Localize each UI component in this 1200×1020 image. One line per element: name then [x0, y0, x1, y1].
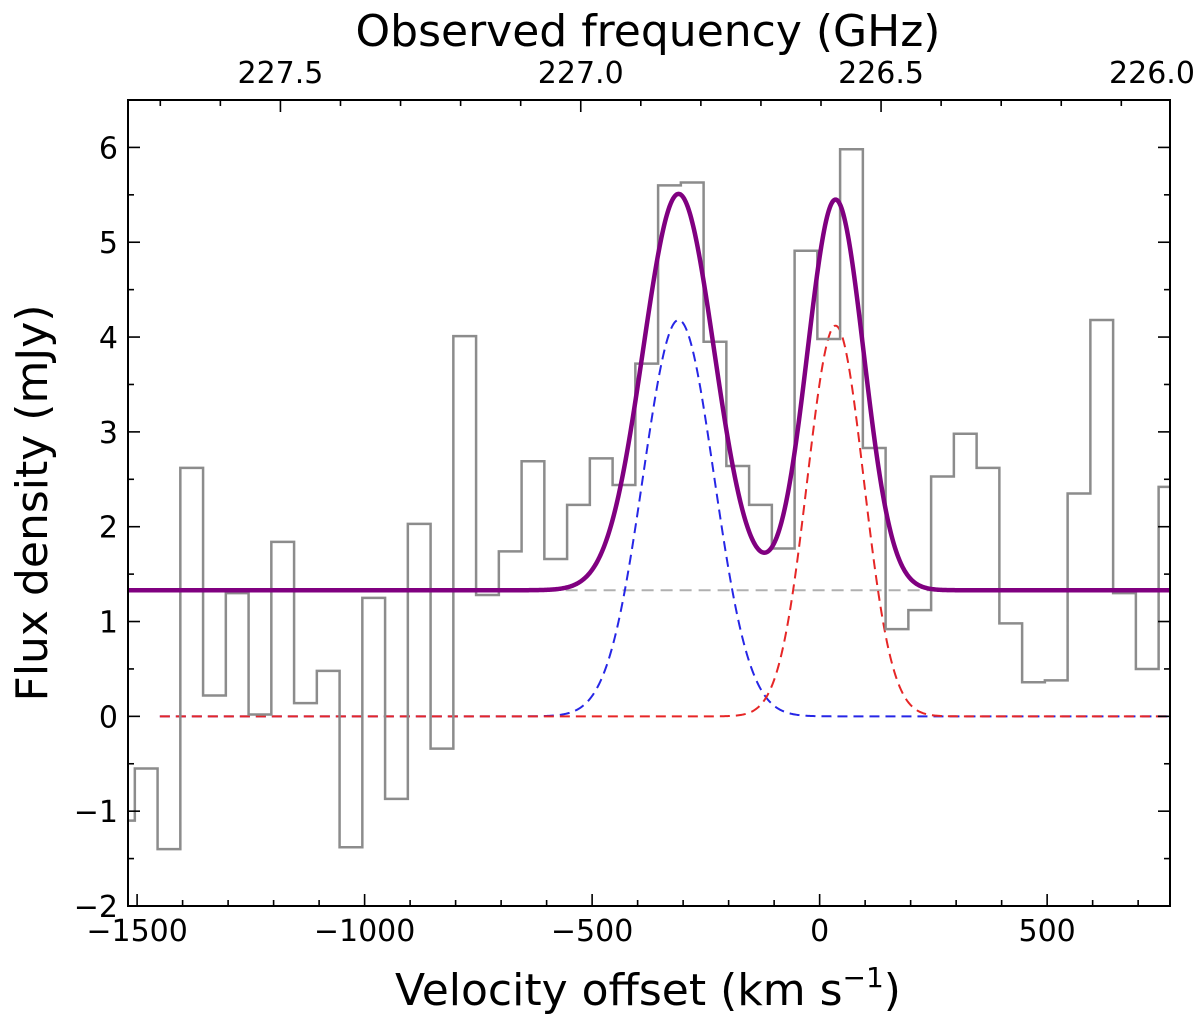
- x-axis-title-main: Velocity offset (km s: [395, 965, 842, 1016]
- tick-labels: −1500 −1000 −500 0 500 227.5 227.0 226.5 226.0 −2…: [74, 56, 1195, 949]
- y-tick-label: −1: [74, 795, 118, 830]
- top-tick-label: 227.0: [538, 56, 624, 91]
- y-tick-label: 6: [99, 131, 118, 166]
- x-tick-label: −500: [551, 914, 633, 949]
- top-axis-title: Observed frequency (GHz): [356, 6, 941, 57]
- x-axis-title-sup: −1: [843, 961, 884, 994]
- axis-ticks: [128, 99, 1170, 907]
- x-axis-title: Velocity offset (km s−1): [395, 961, 901, 1016]
- red-gaussian-component: [159, 324, 1170, 718]
- y-tick-label: 1: [99, 606, 118, 641]
- y-axis-title: Flux density (mJy): [7, 305, 58, 702]
- total-model-fit: [128, 191, 1170, 593]
- blue-gaussian-component: [159, 318, 1170, 718]
- x-tick-label: −1000: [314, 914, 415, 949]
- x-axis-title-close: ): [884, 965, 901, 1016]
- y-tick-label: −2: [74, 890, 118, 925]
- x-tick-label: 0: [810, 914, 829, 949]
- top-tick-label: 226.5: [838, 56, 924, 91]
- y-tick-label: 2: [99, 511, 118, 546]
- top-tick-label: 226.0: [1109, 56, 1195, 91]
- plot-frame: [127, 99, 1171, 907]
- x-tick-label: −1500: [86, 914, 187, 949]
- y-tick-label: 5: [99, 226, 118, 261]
- plot-area: [128, 148, 1170, 851]
- x-tick-label: 500: [1019, 914, 1076, 949]
- y-tick-label: 0: [99, 700, 118, 735]
- y-tick-label: 3: [99, 416, 118, 451]
- y-tick-label: 4: [99, 321, 118, 356]
- spectrum-histogram: [128, 148, 1170, 851]
- top-tick-label: 227.5: [237, 56, 323, 91]
